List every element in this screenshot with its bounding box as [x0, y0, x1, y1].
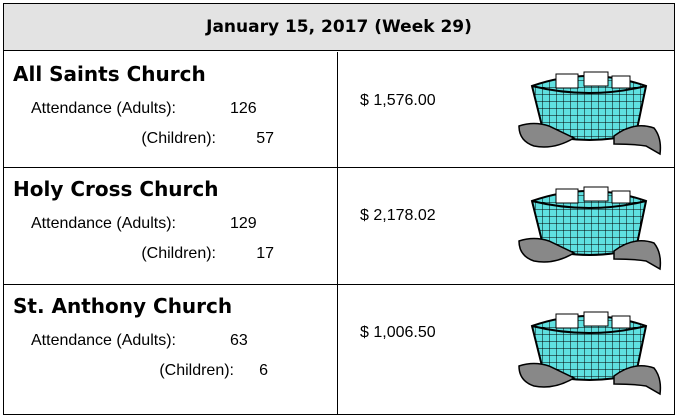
church-name: All Saints Church [13, 62, 206, 86]
children-label: (Children): [159, 362, 234, 380]
children-label: (Children): [141, 130, 216, 148]
church-name: Holy Cross Church [13, 177, 219, 201]
church-row: All Saints Church Attendance (Adults): 126… [4, 52, 674, 168]
children-count: 6 [259, 362, 268, 380]
adults-label: Attendance (Adults): [31, 100, 176, 118]
column-divider [337, 167, 338, 284]
church-row: St. Anthony Church Attendance (Adults): 63… [4, 284, 674, 414]
amount: $ 1,006.50 [360, 324, 436, 342]
column-divider [337, 284, 338, 414]
children-label: (Children): [141, 245, 216, 263]
amount: $ 2,178.02 [360, 207, 436, 225]
adults-count: 126 [230, 100, 257, 118]
adults-label: Attendance (Adults): [31, 215, 176, 233]
children-count: 17 [256, 245, 274, 263]
basket-icon [514, 306, 664, 396]
title: January 15, 2017 (Week 29) [206, 17, 472, 37]
adults-label: Attendance (Adults): [31, 332, 176, 350]
adults-count: 129 [230, 215, 257, 233]
column-divider [337, 52, 338, 167]
children-count: 57 [256, 130, 274, 148]
adults-count: 63 [230, 332, 248, 350]
church-row: Holy Cross Church Attendance (Adults): 129… [4, 167, 674, 285]
church-name: St. Anthony Church [13, 294, 232, 318]
page: January 15, 2017 (Week 29) All Saints Ch… [0, 0, 678, 418]
basket-icon [514, 181, 664, 271]
table: January 15, 2017 (Week 29) All Saints Ch… [3, 3, 675, 415]
basket-icon [514, 66, 664, 156]
header: January 15, 2017 (Week 29) [4, 4, 674, 51]
amount: $ 1,576.00 [360, 92, 436, 110]
